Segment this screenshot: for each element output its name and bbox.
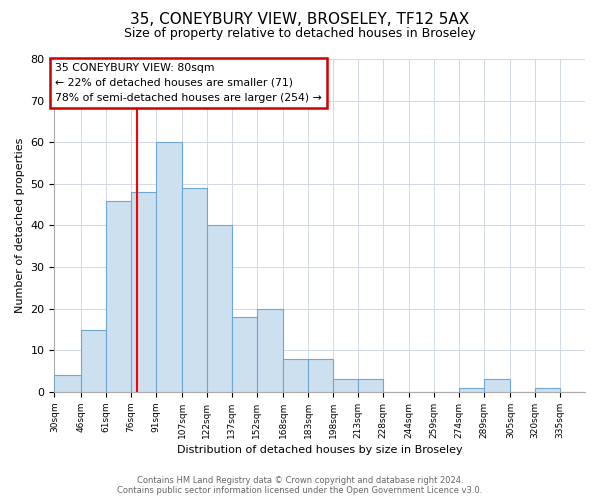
Bar xyxy=(257,308,283,392)
Text: Contains HM Land Registry data © Crown copyright and database right 2024.
Contai: Contains HM Land Registry data © Crown c… xyxy=(118,476,482,495)
Text: Size of property relative to detached houses in Broseley: Size of property relative to detached ho… xyxy=(124,28,476,40)
Bar xyxy=(55,376,81,392)
Bar xyxy=(131,192,155,392)
Text: 35 CONEYBURY VIEW: 80sqm
← 22% of detached houses are smaller (71)
78% of semi-d: 35 CONEYBURY VIEW: 80sqm ← 22% of detach… xyxy=(55,63,322,103)
Bar xyxy=(232,317,257,392)
Bar xyxy=(535,388,560,392)
Bar xyxy=(484,380,511,392)
Bar xyxy=(333,380,358,392)
Bar xyxy=(207,226,232,392)
Bar xyxy=(182,188,207,392)
Y-axis label: Number of detached properties: Number of detached properties xyxy=(15,138,25,313)
Bar xyxy=(81,330,106,392)
Text: 35, CONEYBURY VIEW, BROSELEY, TF12 5AX: 35, CONEYBURY VIEW, BROSELEY, TF12 5AX xyxy=(130,12,470,28)
Bar xyxy=(459,388,484,392)
Bar xyxy=(308,358,333,392)
Bar xyxy=(106,200,131,392)
Bar xyxy=(155,142,182,392)
Bar xyxy=(358,380,383,392)
Bar xyxy=(283,358,308,392)
X-axis label: Distribution of detached houses by size in Broseley: Distribution of detached houses by size … xyxy=(177,445,463,455)
